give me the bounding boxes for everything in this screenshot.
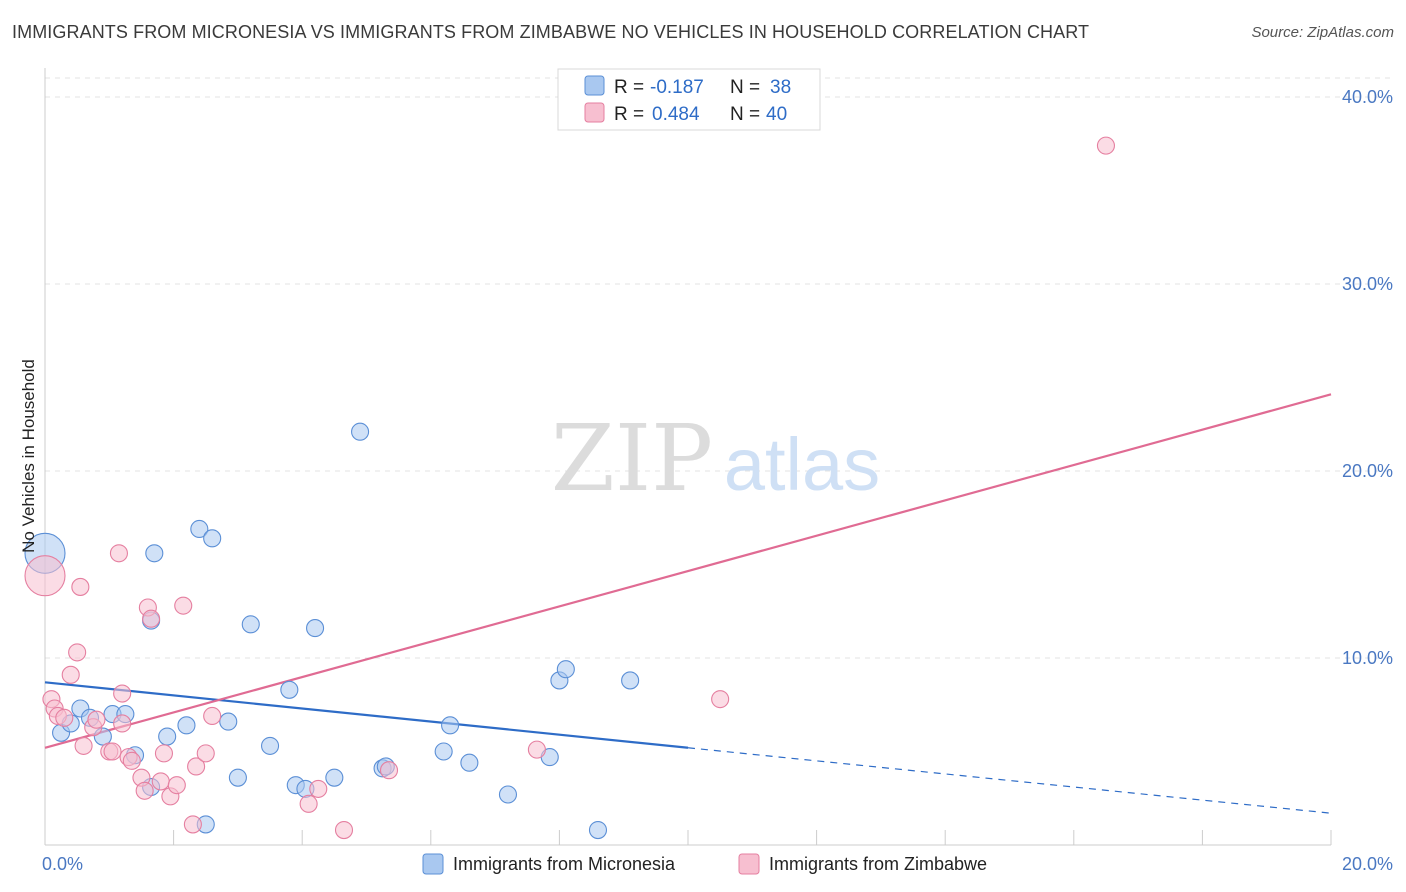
point-0-36 (588, 820, 608, 840)
point-1-25 (167, 776, 186, 795)
point-1-5 (61, 665, 80, 684)
point-0-17 (219, 712, 238, 731)
bottom-legend-label-micronesia: Immigrants from Micronesia (453, 854, 676, 874)
x-tick-label-1: 20.0% (1342, 854, 1393, 874)
point-0-25 (325, 768, 344, 787)
tick-labels: 10.0% 20.0% 30.0% 40.0% 0.0% 20.0% (42, 87, 1393, 874)
point-1-36 (711, 690, 730, 709)
legend-swatch-micronesia (584, 75, 605, 96)
point-0-21 (280, 680, 299, 699)
trend-lines (44, 393, 1332, 814)
trend-line-0 (44, 681, 689, 749)
legend-n-label-2: N = (730, 104, 765, 125)
y-tick-label-1: 20.0% (1342, 461, 1393, 481)
point-0-30 (441, 716, 460, 735)
point-0-14 (190, 519, 209, 539)
x-tick-label-0: 0.0% (42, 854, 83, 874)
point-1-7 (71, 577, 90, 596)
point-0-24 (306, 619, 325, 638)
legend-n-label-1: N = (730, 77, 765, 98)
point-0-35 (556, 660, 575, 679)
point-1-22 (151, 772, 170, 791)
point-1-14 (113, 714, 132, 733)
point-1-32 (309, 779, 328, 798)
point-0-20 (260, 736, 280, 755)
point-1-27 (183, 815, 202, 834)
point-1-0 (24, 555, 66, 597)
point-0-13 (177, 716, 196, 735)
point-0-16 (203, 529, 222, 548)
point-1-21 (142, 609, 161, 628)
legend-swatch-zimbabwe (584, 102, 605, 123)
point-1-30 (203, 706, 222, 726)
y-tick-label-2: 30.0% (1342, 274, 1393, 294)
point-0-18 (228, 768, 247, 787)
point-1-37 (1096, 136, 1115, 155)
grid-lines (45, 77, 1391, 659)
point-0-29 (434, 742, 453, 761)
point-0-12 (158, 727, 177, 746)
legend-n-value-2: 40 (766, 104, 787, 125)
point-1-31 (299, 794, 318, 813)
point-1-12 (103, 742, 122, 761)
point-1-26 (174, 596, 193, 615)
point-0-37 (621, 671, 640, 690)
point-0-31 (460, 753, 479, 772)
point-0-32 (498, 785, 518, 804)
point-1-15 (113, 684, 132, 703)
point-1-6 (68, 643, 87, 662)
point-1-23 (154, 744, 174, 763)
chart-title: IMMIGRANTS FROM MICRONESIA VS IMMIGRANTS… (12, 22, 1090, 42)
point-1-17 (122, 751, 141, 770)
bottom-legend-label-zimbabwe: Immigrants from Zimbabwe (769, 854, 987, 874)
bottom-legend-swatch-micronesia (422, 853, 444, 875)
trend-line-dashed-0 (687, 747, 1332, 814)
point-1-28 (187, 757, 206, 776)
y-tick-label-0: 10.0% (1342, 648, 1393, 668)
point-1-35 (527, 740, 546, 759)
legend-box: R = -0.187 N = 38 R = 0.484 N = 40 (557, 68, 821, 131)
source-credit: Source: ZipAtlas.com (1251, 24, 1394, 41)
y-tick-label-3: 40.0% (1342, 87, 1393, 107)
point-1-34 (379, 761, 399, 780)
point-1-4 (55, 708, 74, 727)
point-0-26 (351, 422, 370, 441)
point-1-33 (334, 820, 354, 840)
trend-line-1 (44, 393, 1332, 749)
y-axis-label: No Vehicles in Household (19, 359, 38, 553)
point-1-13 (109, 544, 128, 563)
point-1-8 (74, 736, 93, 755)
point-1-10 (87, 710, 106, 729)
point-1-19 (135, 781, 154, 800)
axes (44, 68, 1332, 846)
data-points (24, 136, 1115, 840)
watermark-zip: ZIP (551, 405, 713, 512)
point-0-19 (241, 615, 260, 634)
legend-r-value-2: 0.484 (652, 104, 700, 125)
bottom-legend: Immigrants from Micronesia Immigrants fr… (422, 853, 987, 875)
watermark-atlas: atlas (724, 423, 880, 506)
legend-r-label-2: R = (614, 104, 649, 125)
legend-r-label-1: R = (614, 77, 649, 98)
legend-n-value-1: 38 (770, 77, 791, 98)
bottom-legend-swatch-zimbabwe (738, 853, 760, 875)
point-1-29 (196, 744, 215, 763)
point-0-11 (145, 544, 164, 563)
legend-r-value-1: -0.187 (650, 77, 704, 98)
